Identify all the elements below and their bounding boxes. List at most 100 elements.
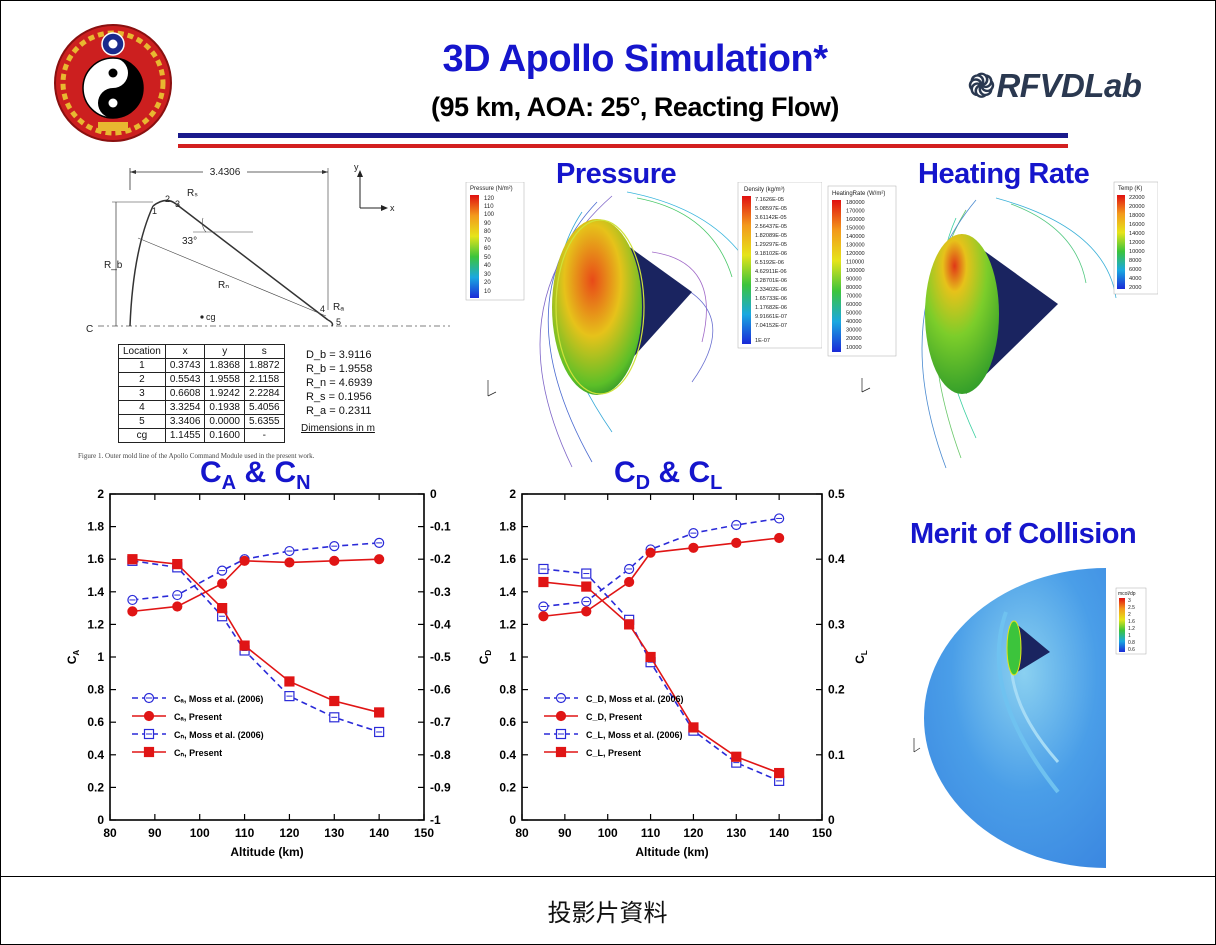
svg-text:0.8: 0.8 — [1128, 640, 1135, 646]
data-point — [731, 751, 742, 762]
svg-text:110: 110 — [484, 204, 494, 210]
data-point — [127, 554, 138, 565]
collision-legend-title: mcol/dp — [1118, 591, 1136, 597]
dimension-item: R_b = 1.9558 — [306, 363, 373, 375]
lab-logo: ֎RFVDLab — [968, 62, 1168, 107]
svg-text:22000: 22000 — [1129, 195, 1145, 201]
y2-tick-label: 0.5 — [828, 487, 845, 501]
table-cell: 2 — [118, 372, 166, 387]
svg-text:120000: 120000 — [846, 251, 865, 257]
data-point — [143, 746, 155, 758]
svg-text:10000: 10000 — [1129, 249, 1145, 255]
temp-colorbar — [1117, 195, 1125, 289]
data-point — [688, 542, 699, 553]
data-point — [581, 581, 592, 592]
y2-tick-label: 0 — [430, 487, 437, 501]
data-point — [374, 554, 385, 565]
lab-name: RFVDLab — [996, 67, 1142, 104]
pressure-colorbar — [470, 195, 479, 298]
density-colorbar — [742, 196, 751, 344]
svg-text:3.61142E-05: 3.61142E-05 — [755, 215, 787, 221]
series-0 — [538, 513, 785, 612]
density-legend-title: Density (kg/m³) — [744, 187, 785, 193]
svg-text:60000: 60000 — [846, 302, 862, 308]
svg-text:180000: 180000 — [846, 200, 865, 206]
table-cell: 0.1938 — [204, 400, 245, 415]
y-tick-label: 1.4 — [87, 585, 104, 599]
svg-text:1.29297E-05: 1.29297E-05 — [755, 242, 787, 248]
x-tick-label: 120 — [279, 826, 299, 840]
table-cell: 3 — [118, 386, 166, 401]
svg-text:1E-07: 1E-07 — [755, 338, 770, 344]
y-tick-label: 0.8 — [499, 683, 516, 697]
x-tick-label: 90 — [148, 826, 162, 840]
dimension-units-note: Dimensions in m — [301, 423, 375, 434]
y-tick-label: 2 — [509, 487, 516, 501]
y-tick-label: 0.2 — [87, 780, 104, 794]
slide-title: 3D Apollo Simulation* — [442, 38, 829, 80]
svg-text:170000: 170000 — [846, 209, 865, 215]
collision-contour-plot: mcol/dp 3 2.5 2 1.6 1.2 1 0.8 0.6 — [913, 568, 1147, 868]
pressure-contour-plot: Pressure (N/m²) 120 110 100 90 80 70 60 … — [465, 182, 822, 468]
data-point — [645, 547, 656, 558]
x-tick-label: 130 — [324, 826, 344, 840]
legend-label: C_L, Present — [586, 748, 641, 758]
table-header-row: Location x y s — [118, 344, 285, 359]
pressure-legend-title: Pressure (N/m²) — [470, 186, 513, 192]
svg-text:160000: 160000 — [846, 217, 865, 223]
y-tick-label: 0.8 — [87, 683, 104, 697]
svg-text:30000: 30000 — [846, 328, 862, 334]
svg-text:20: 20 — [484, 280, 491, 286]
svg-text:2.5: 2.5 — [1128, 605, 1135, 611]
x-tick-label: 140 — [369, 826, 389, 840]
svg-text:110000: 110000 — [846, 260, 864, 266]
x-axis-label: Altitude (km) — [635, 845, 708, 859]
data-point — [239, 640, 250, 651]
temp-legend-title: Temp (K) — [1118, 186, 1142, 192]
data-point — [217, 578, 228, 589]
heating-legend-title: HeatingRate (W/m²) — [832, 191, 885, 197]
svg-text:3: 3 — [1128, 598, 1131, 604]
data-point — [774, 532, 785, 544]
data-point — [172, 601, 183, 612]
y-tick-label: 0.6 — [87, 715, 104, 729]
table-row: cg 1.1455 0.1600- — [118, 428, 285, 443]
data-point — [538, 611, 549, 622]
series-line — [543, 537, 780, 618]
x-tick-label: 80 — [103, 826, 117, 840]
data-point — [329, 555, 340, 566]
point-1-label: 1 — [152, 206, 157, 216]
data-point — [217, 602, 228, 614]
y2-tick-label: -0.6 — [430, 683, 451, 697]
svg-text:130000: 130000 — [846, 243, 865, 249]
caption-separator — [0, 876, 1215, 877]
svg-text:9.18102E-06: 9.18102E-06 — [755, 251, 787, 257]
collision-legend-values: 3 2.5 2 1.6 1.2 1 0.8 0.6 — [1128, 598, 1135, 653]
y-axis-label-sub: A — [72, 650, 81, 656]
series-1 — [538, 532, 785, 622]
svg-text:2.33402E-06: 2.33402E-06 — [755, 287, 787, 293]
series-3 — [127, 554, 385, 718]
svg-text:70000: 70000 — [846, 294, 862, 300]
y-tick-label: 1.6 — [87, 552, 104, 566]
svg-text:9.91661E-07: 9.91661E-07 — [755, 314, 787, 320]
series-line — [132, 542, 380, 601]
chart2-title: CD & CL — [614, 456, 723, 494]
pressure-panel-title: Pressure — [556, 158, 677, 190]
dimension-list: D_b = 3.9116 R_b = 1.9558 R_n = 4.6939 R… — [306, 348, 372, 418]
table-cell: 1.9242 — [204, 386, 245, 401]
x-tick-label: 110 — [641, 826, 661, 840]
series-line — [543, 517, 780, 608]
svg-text:3.28701E-06: 3.28701E-06 — [755, 278, 787, 284]
svg-text:6000: 6000 — [1129, 267, 1141, 273]
table-cell: 4 — [118, 400, 166, 415]
svg-text:7.1626E-05: 7.1626E-05 — [755, 197, 784, 203]
y-tick-label: 1 — [509, 650, 516, 664]
y-tick-label: 0.6 — [499, 715, 516, 729]
svg-text:60: 60 — [484, 246, 491, 252]
temp-legend-values: 22000 20000 18000 16000 14000 12000 1000… — [1129, 195, 1145, 291]
table-cell: 1.8872 — [244, 358, 285, 373]
data-point — [329, 695, 340, 707]
table-header-location: Location — [118, 344, 166, 359]
table-cell: 1.8368 — [204, 358, 245, 373]
